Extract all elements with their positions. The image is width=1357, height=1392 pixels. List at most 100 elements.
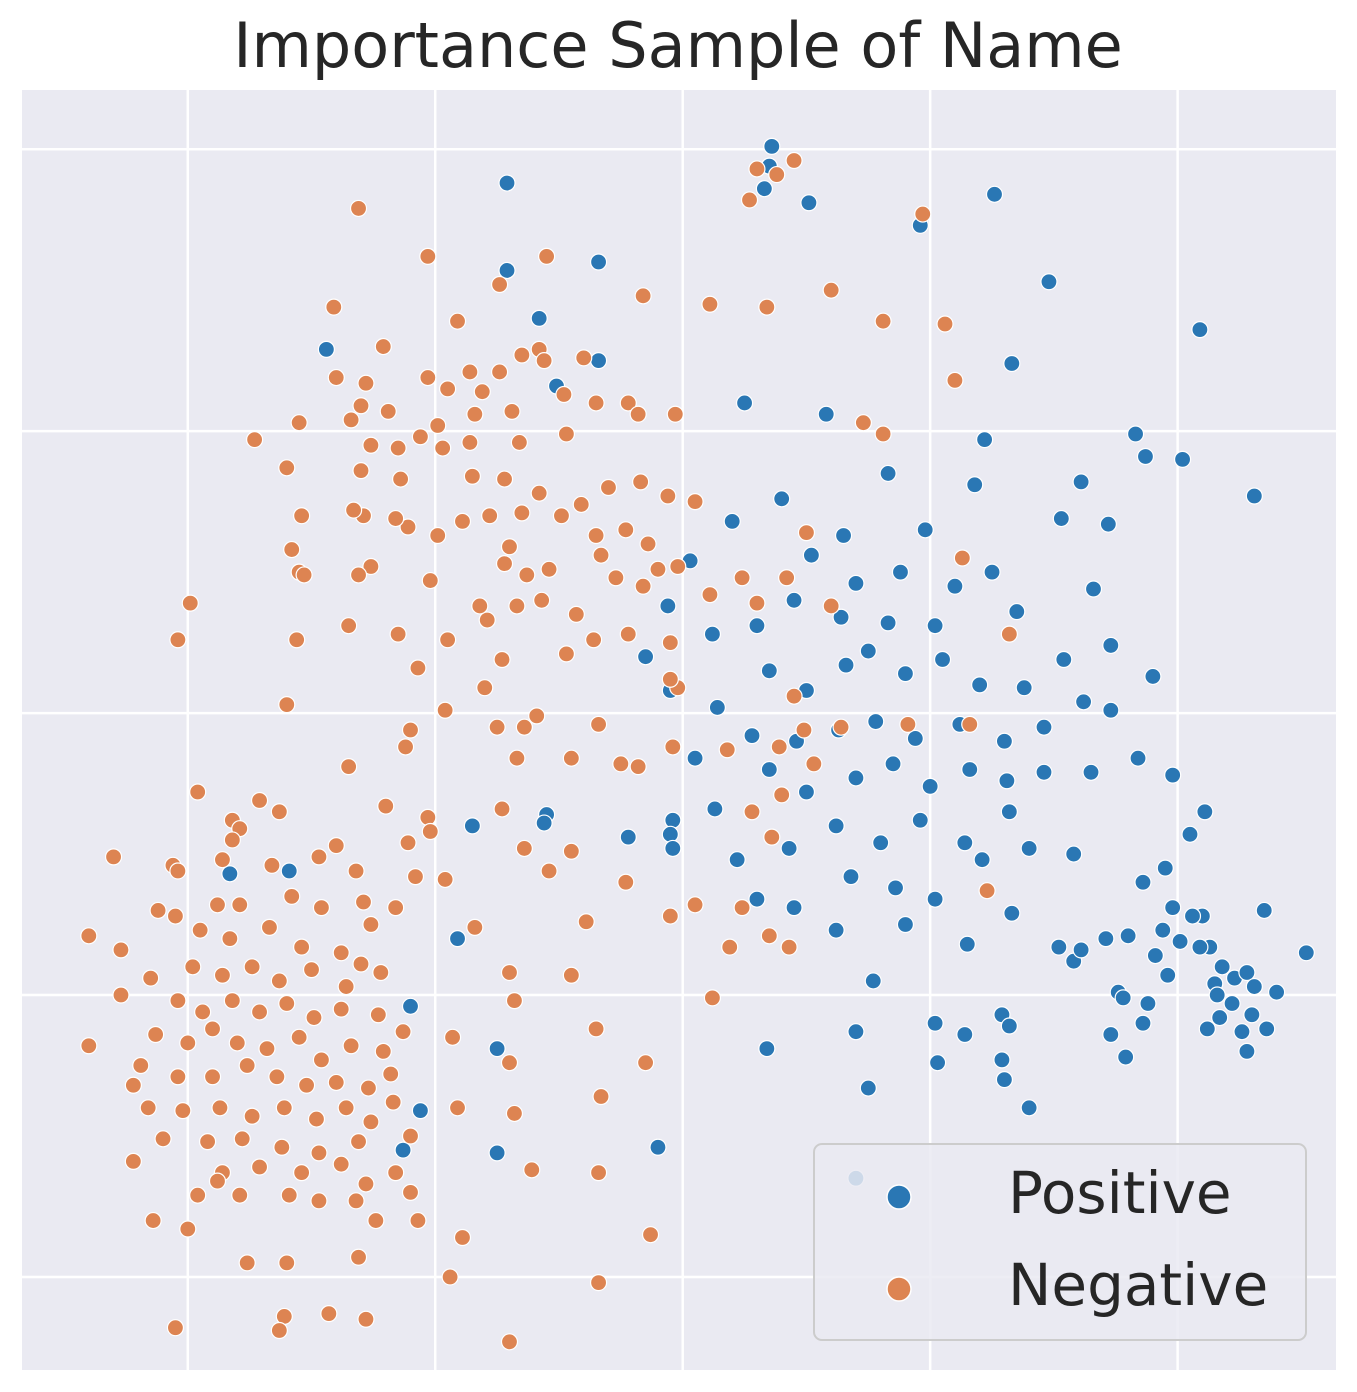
point xyxy=(916,521,934,539)
point xyxy=(513,346,531,364)
point xyxy=(352,397,370,415)
point xyxy=(411,1102,430,1120)
point xyxy=(701,586,719,604)
point xyxy=(347,862,365,880)
point xyxy=(773,490,791,508)
point xyxy=(1213,958,1231,976)
point xyxy=(349,1248,368,1266)
point xyxy=(453,1228,472,1247)
point xyxy=(733,899,751,917)
point xyxy=(384,1093,402,1111)
point xyxy=(179,1220,197,1238)
point xyxy=(1015,679,1033,697)
point xyxy=(842,868,860,886)
point xyxy=(290,414,308,432)
point xyxy=(174,1102,192,1120)
point xyxy=(1198,1020,1216,1038)
point xyxy=(540,862,558,880)
point xyxy=(1020,839,1038,858)
point xyxy=(649,560,667,578)
point xyxy=(1159,966,1177,984)
legend-label: Negative xyxy=(1008,1251,1268,1319)
point xyxy=(357,374,375,392)
point xyxy=(1134,873,1152,891)
point xyxy=(421,571,439,590)
point xyxy=(1191,321,1209,339)
point xyxy=(283,887,301,905)
point xyxy=(221,930,239,948)
legend-marker xyxy=(886,1276,912,1302)
point xyxy=(394,1023,412,1041)
point xyxy=(822,281,840,299)
point xyxy=(208,1172,227,1190)
point xyxy=(978,882,996,900)
point xyxy=(181,594,199,612)
point xyxy=(310,848,328,866)
point xyxy=(535,814,553,832)
point xyxy=(961,715,979,733)
point xyxy=(641,1226,660,1244)
point xyxy=(421,822,439,841)
point xyxy=(184,958,202,976)
point xyxy=(926,890,944,908)
point xyxy=(443,1028,462,1046)
point xyxy=(1258,1020,1276,1038)
point xyxy=(503,402,521,421)
legend: Positive Negative xyxy=(813,1143,1307,1341)
point xyxy=(906,729,924,748)
point xyxy=(1164,899,1182,917)
point xyxy=(382,1065,400,1083)
point xyxy=(401,1183,420,1201)
point xyxy=(567,605,585,624)
point xyxy=(1245,977,1263,996)
point xyxy=(337,977,355,996)
point xyxy=(429,526,447,545)
point xyxy=(1102,701,1120,719)
point xyxy=(785,899,803,917)
point xyxy=(706,800,724,818)
point xyxy=(780,938,798,956)
point xyxy=(1114,989,1132,1007)
point xyxy=(587,394,605,412)
point xyxy=(149,901,167,920)
point xyxy=(493,800,511,818)
point xyxy=(208,896,227,914)
point xyxy=(295,566,313,584)
point xyxy=(1102,1025,1120,1044)
point xyxy=(500,538,519,556)
point xyxy=(1223,994,1241,1013)
point xyxy=(278,459,296,477)
point xyxy=(1082,763,1100,781)
point xyxy=(419,247,437,265)
point xyxy=(394,1141,412,1159)
point xyxy=(320,1305,338,1323)
point xyxy=(619,394,637,412)
point xyxy=(473,383,491,401)
point xyxy=(213,966,232,984)
point xyxy=(755,180,773,198)
point xyxy=(250,1003,269,1021)
point xyxy=(273,1138,291,1156)
point xyxy=(723,512,741,530)
point xyxy=(763,828,781,846)
point xyxy=(847,1023,865,1041)
point xyxy=(827,817,845,835)
point xyxy=(629,405,647,423)
point xyxy=(664,811,682,829)
point xyxy=(203,1068,222,1086)
point xyxy=(854,414,872,432)
point xyxy=(349,1133,368,1151)
point xyxy=(505,992,524,1010)
point xyxy=(778,569,796,587)
point xyxy=(332,1000,350,1018)
point xyxy=(498,174,516,192)
point xyxy=(832,718,850,736)
point xyxy=(686,896,704,914)
point xyxy=(592,546,610,564)
point xyxy=(508,749,526,767)
point xyxy=(884,755,902,773)
point xyxy=(490,363,509,381)
point xyxy=(387,1164,405,1182)
point xyxy=(1173,450,1192,468)
